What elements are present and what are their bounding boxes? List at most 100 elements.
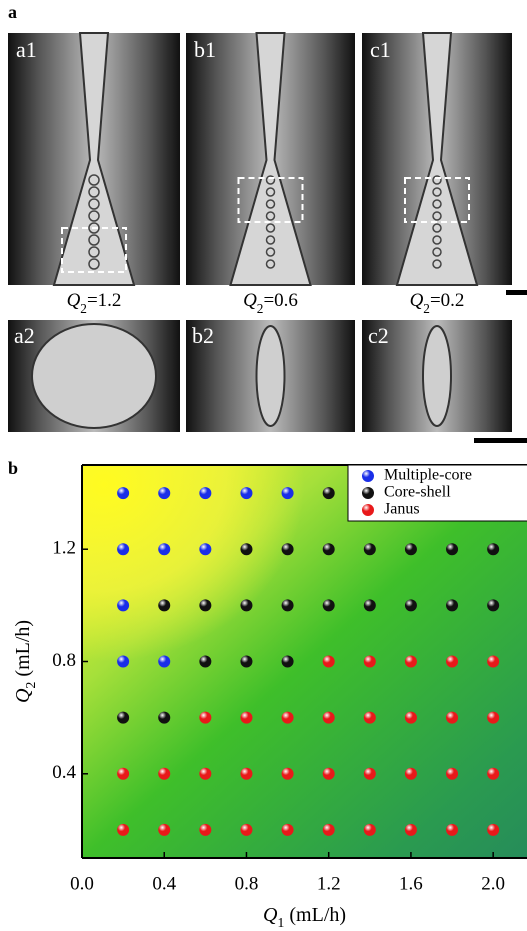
data-point (281, 599, 294, 612)
droplet (88, 234, 100, 246)
data-point (158, 767, 171, 780)
symbol: Q (263, 904, 278, 926)
data-point (322, 487, 335, 500)
data-point (363, 599, 376, 612)
data-point (322, 823, 335, 836)
y-tick-label: 0.4 (52, 762, 76, 783)
data-point (281, 655, 294, 668)
data-point (487, 599, 500, 612)
droplet (432, 223, 442, 233)
data-point (240, 543, 253, 556)
data-point (446, 711, 459, 724)
image-label: b1 (194, 37, 216, 62)
data-point (363, 823, 376, 836)
data-point (404, 711, 417, 724)
background (82, 465, 527, 858)
data-point (158, 711, 171, 724)
zoom-box (237, 177, 304, 223)
data-point (117, 767, 130, 780)
label-text: (mL/h) (284, 904, 346, 926)
image-label: a1 (16, 37, 37, 62)
data-point (363, 711, 376, 724)
data-point (117, 711, 130, 724)
droplet (265, 247, 276, 257)
droplet (88, 258, 100, 270)
scatter-chart: b 0.0 0.4 0.8 1.2 1.6 2.00.40.81.2Q1 (mL/h)Q2… (8, 458, 527, 931)
data-point (199, 711, 212, 724)
data-point (117, 487, 130, 500)
droplet (432, 187, 442, 197)
droplet (265, 199, 276, 209)
data-point (158, 487, 171, 500)
data-point (158, 655, 171, 668)
legend-marker (362, 470, 374, 482)
legend-label: Core-shell (384, 484, 451, 501)
data-point (363, 543, 376, 556)
droplet (265, 235, 276, 245)
data-point (404, 767, 417, 780)
droplet (265, 223, 276, 233)
data-point (281, 487, 294, 500)
scale-bar (506, 290, 527, 295)
droplet (265, 211, 276, 221)
image-label: c2 (368, 323, 389, 348)
y-axis-label: Q2 (mL/h) (12, 620, 39, 703)
data-point (199, 767, 212, 780)
data-point (199, 543, 212, 556)
panel-label: b (8, 458, 18, 478)
zoom-droplet (255, 325, 286, 427)
data-point (240, 767, 253, 780)
legend-marker (362, 504, 374, 516)
data-point (487, 767, 500, 780)
data-point (404, 655, 417, 668)
data-point (487, 711, 500, 724)
label-text: =0.6 (263, 290, 297, 311)
zoom-droplet (422, 325, 452, 427)
image-label: b2 (192, 323, 214, 348)
droplet (88, 198, 100, 210)
legend-label: Multiple-core (384, 467, 472, 484)
label-text: =0.2 (430, 290, 464, 311)
data-point (199, 599, 212, 612)
data-point (487, 655, 500, 668)
data-point (281, 767, 294, 780)
zoom-droplet (31, 323, 157, 429)
subscript: 2 (257, 301, 264, 316)
image-label: a2 (14, 323, 35, 348)
data-point (446, 655, 459, 668)
x-tick-label: 1.2 (317, 873, 341, 894)
data-point (446, 767, 459, 780)
droplet (432, 259, 442, 269)
data-point (240, 599, 253, 612)
droplet (265, 259, 276, 269)
data-point (322, 711, 335, 724)
x-tick-label: 2.0 (481, 873, 505, 894)
data-point (322, 543, 335, 556)
data-point (487, 823, 500, 836)
data-point (158, 823, 171, 836)
x-tick-label: 0.4 (152, 873, 176, 894)
droplet (88, 186, 100, 198)
data-point (158, 543, 171, 556)
x-tick-label: 0.8 (235, 873, 259, 894)
data-point (240, 823, 253, 836)
droplet (432, 235, 442, 245)
scale-bar (474, 438, 527, 443)
channel (52, 32, 136, 286)
data-point (281, 823, 294, 836)
droplet (88, 174, 100, 186)
panel-label: a (8, 2, 17, 22)
data-point (240, 487, 253, 500)
data-point (281, 543, 294, 556)
zoom-box (61, 227, 127, 273)
flow-rate-label: Q2=1.2 (67, 290, 122, 315)
y-tick-label: 0.8 (52, 650, 76, 671)
droplet (432, 199, 442, 209)
label-text: =1.2 (87, 290, 121, 311)
data-point (322, 655, 335, 668)
data-point (404, 823, 417, 836)
data-point (117, 599, 130, 612)
